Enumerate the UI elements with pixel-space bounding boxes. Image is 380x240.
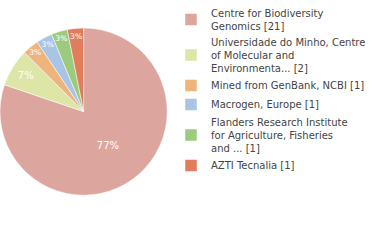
svg-text:Flanders Research Institutefor: Flanders Research Institutefor Agricultu… xyxy=(211,117,348,154)
svg-text:3%: 3% xyxy=(42,40,54,49)
svg-text:Mined from GenBank, NCBI [1]: Mined from GenBank, NCBI [1] xyxy=(211,80,364,91)
svg-text:3%: 3% xyxy=(29,48,41,57)
svg-text:3%: 3% xyxy=(55,34,67,43)
svg-text:AZTI Tecnalia [1]: AZTI Tecnalia [1] xyxy=(211,160,295,171)
svg-text:Centre for BiodiversityGenomic: Centre for BiodiversityGenomics [21] xyxy=(211,8,324,32)
svg-text:Universidade do Minho, Centreo: Universidade do Minho, Centreof Molecula… xyxy=(211,37,365,74)
svg-text:3%: 3% xyxy=(70,32,82,41)
svg-text:77%: 77% xyxy=(97,140,119,151)
svg-text:7%: 7% xyxy=(18,70,34,81)
svg-text:Macrogen, Europe [1]: Macrogen, Europe [1] xyxy=(211,99,319,110)
